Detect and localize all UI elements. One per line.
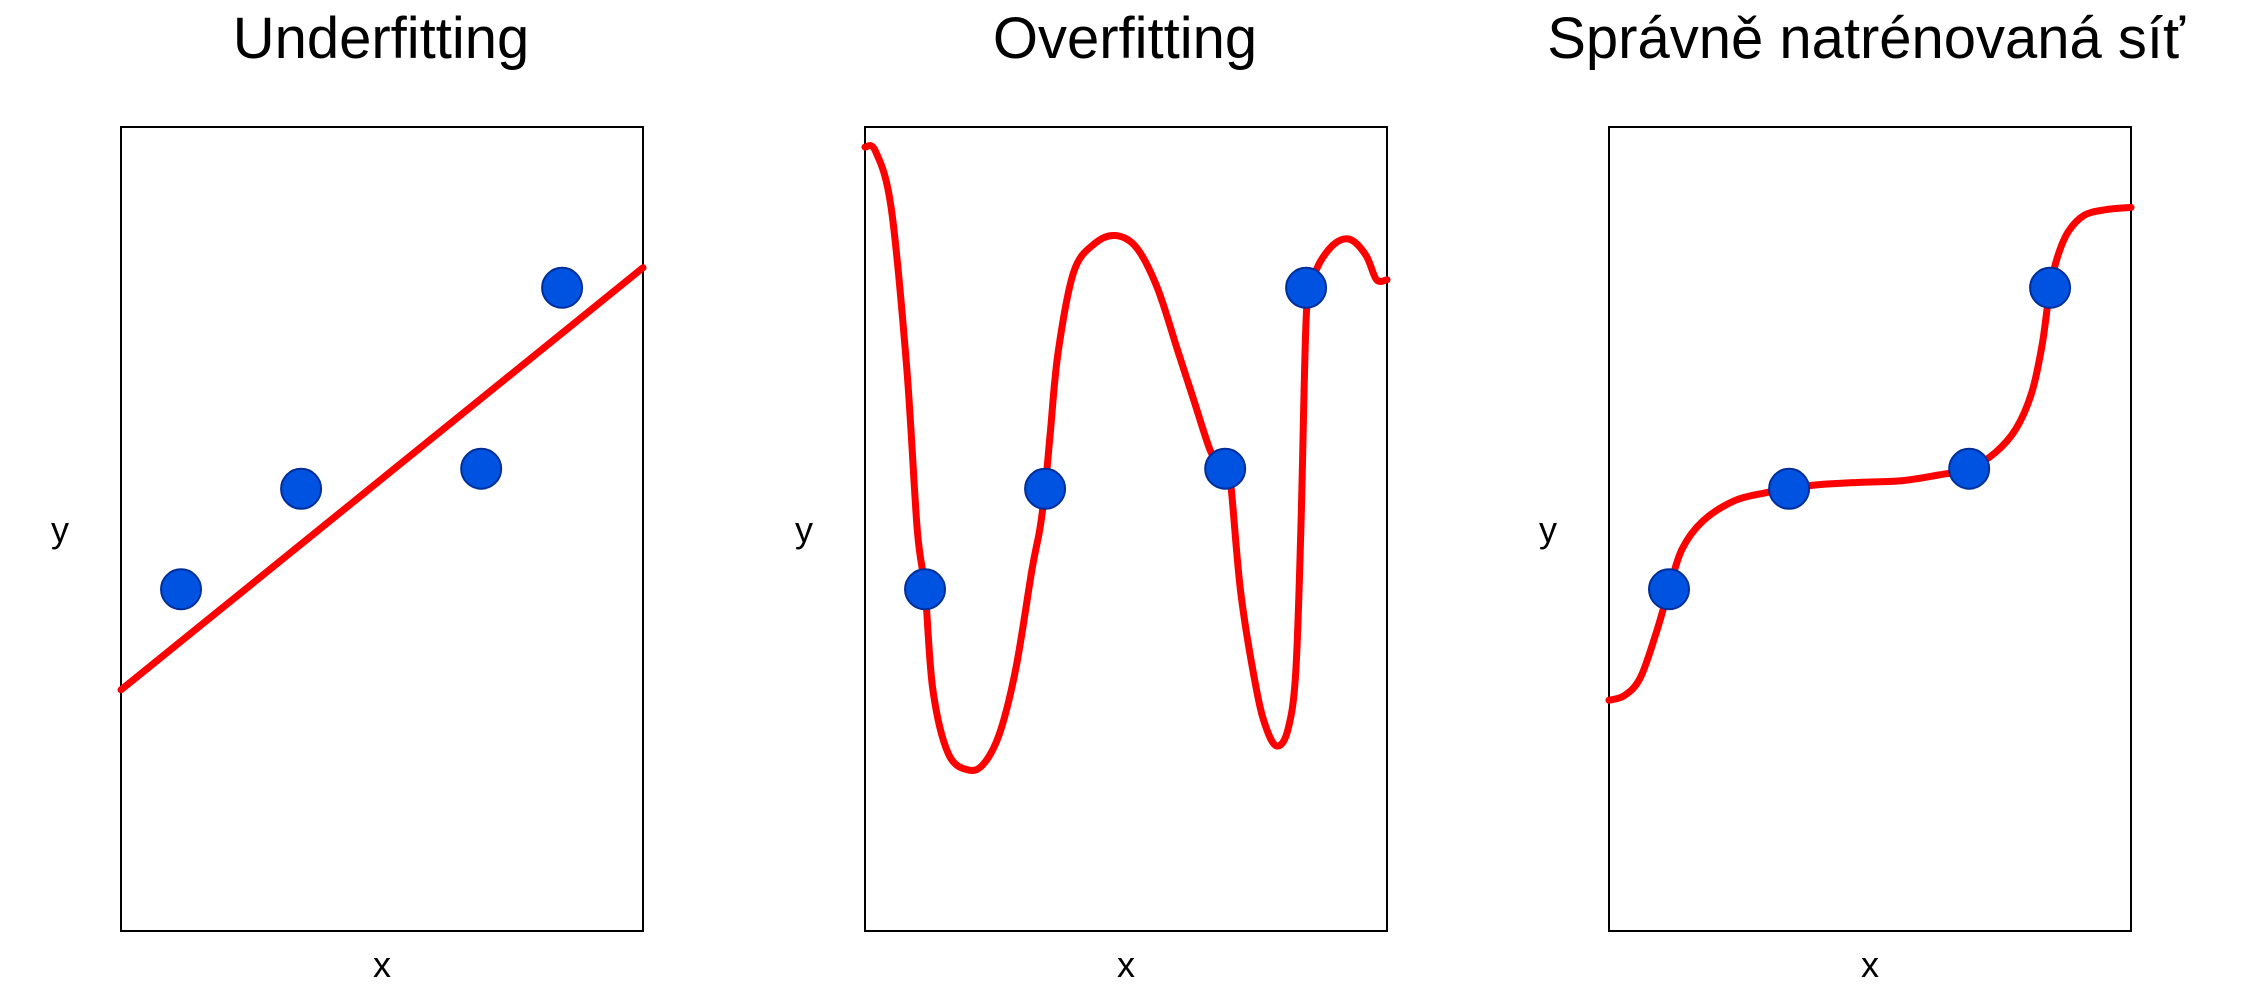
y-axis-label: y [51, 509, 69, 550]
panel-overfitting: Overfitting x y [795, 6, 1391, 985]
panel-title: Underfitting [233, 6, 530, 71]
fit-curve [861, 142, 1391, 775]
panel-title: Správně natrénovaná síť [1547, 6, 2186, 71]
points-layer [1648, 266, 2072, 611]
fit-curve [117, 264, 647, 694]
data-point [1285, 266, 1328, 309]
panel-title: Overfitting [993, 6, 1257, 71]
data-point [904, 568, 947, 611]
points-layer [904, 266, 1328, 611]
y-axis-label: y [1539, 509, 1557, 550]
plot-frame [120, 126, 644, 932]
plot-frame [864, 126, 1388, 932]
data-point [1024, 467, 1067, 510]
data-point [1948, 447, 1991, 490]
data-point [541, 266, 584, 309]
panel-underfitting: Underfitting x y [51, 6, 647, 985]
curve-layer [861, 142, 1391, 775]
data-point [1768, 467, 1811, 510]
curve-layer [117, 264, 647, 694]
x-axis-label: x [1861, 944, 1879, 985]
y-axis-label: y [795, 509, 813, 550]
x-axis-label: x [373, 944, 391, 985]
panel-well-trained: Správně natrénovaná síť x y [1539, 6, 2186, 985]
points-layer [160, 266, 584, 611]
x-axis-label: x [1117, 944, 1135, 985]
data-point [280, 467, 323, 510]
data-point [160, 568, 203, 611]
plot-frame [1608, 126, 2132, 932]
data-point [460, 447, 503, 490]
data-point [1204, 447, 1247, 490]
data-point [2029, 266, 2072, 309]
data-point [1648, 568, 1691, 611]
